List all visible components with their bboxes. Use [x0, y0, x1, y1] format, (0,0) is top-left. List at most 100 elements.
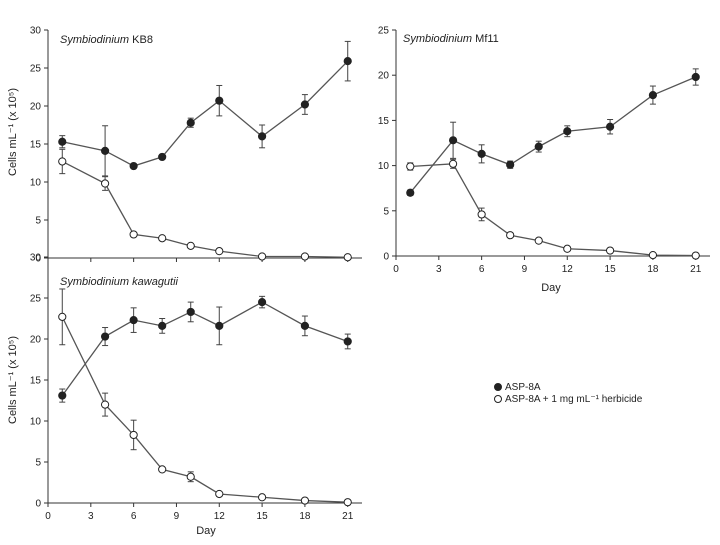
data-point-asp8a-mf11 — [406, 188, 415, 197]
legend-label-asp8a: ASP-8A — [505, 382, 541, 393]
data-point-asp8a-kb8 — [158, 152, 167, 162]
data-point-asp8a-mf11 — [563, 127, 572, 136]
data-point-asp8a-mf11 — [648, 90, 658, 100]
data-point-asp8a-mf11 — [691, 72, 700, 82]
series-line-herbicide-mf11 — [410, 163, 696, 257]
data-point-herbicide-mf11 — [506, 231, 515, 240]
data-point-herbicide-kawagutii — [343, 498, 352, 507]
data-point-asp8a-kb8 — [129, 161, 138, 171]
y-tick-label-mf11: 25 — [378, 26, 390, 37]
data-point-asp8a-kawagutii — [158, 321, 167, 330]
x-axis-label-mf11: Day — [541, 282, 561, 294]
data-point-herbicide-mf11 — [691, 251, 700, 260]
legend-label-herbicide: ASP-8A + 1 mg mL⁻¹ herbicide — [505, 394, 643, 405]
data-point-asp8a-kb8 — [343, 57, 352, 66]
data-point-asp8a-kb8 — [300, 100, 310, 109]
y-axis-label-kb8: Cells mL⁻¹ (x 10⁵) — [7, 88, 19, 176]
data-point-asp8a-mf11 — [448, 136, 458, 145]
data-point-herbicide-kawagutii — [186, 472, 195, 481]
x-tick-label-mf11: 0 — [393, 264, 399, 275]
legend: ASP-8A ASP-8A + 1 mg mL⁻¹ herbicide — [494, 382, 643, 405]
x-tick-label-mf11: 15 — [605, 264, 617, 275]
y-tick-label-kb8: 25 — [30, 64, 42, 75]
data-point-herbicide-mf11 — [563, 244, 572, 253]
y-tick-label-mf11: 15 — [378, 116, 390, 127]
data-point-herbicide-kawagutii — [100, 400, 110, 409]
y-tick-label-kawagutii: 10 — [30, 417, 42, 428]
data-point-asp8a-kawagutii — [300, 321, 310, 330]
chart-panel-kawagutii: Symbiodinium kawagutii Cells mL⁻¹ (x 10⁵… — [7, 253, 362, 537]
chart-title-kawagutii: Symbiodinium kawagutii — [60, 276, 179, 288]
y-tick-label-kawagutii: 15 — [30, 376, 42, 387]
y-axis-label-kawagutii: Cells mL⁻¹ (x 10⁵) — [7, 336, 19, 424]
data-point-herbicide-kb8 — [215, 247, 224, 256]
y-tick-label-kb8: 15 — [30, 140, 42, 151]
data-point-herbicide-mf11 — [648, 250, 658, 260]
y-tick-label-mf11: 20 — [378, 71, 390, 82]
y-tick-label-kb8: 5 — [35, 216, 41, 227]
data-point-asp8a-kb8 — [58, 137, 67, 146]
data-point-asp8a-kb8 — [257, 132, 267, 141]
data-point-herbicide-kawagutii — [158, 465, 167, 474]
data-point-herbicide-kawagutii — [215, 489, 224, 499]
x-tick-label-kawagutii: 21 — [342, 511, 354, 522]
x-tick-label-mf11: 12 — [562, 264, 574, 275]
data-point-herbicide-kb8 — [58, 157, 67, 166]
x-tick-label-mf11: 21 — [690, 264, 702, 275]
data-point-herbicide-kb8 — [129, 230, 138, 239]
data-point-herbicide-kawagutii — [300, 496, 310, 505]
chart-title-mf11: Symbiodinium Mf11 — [403, 33, 499, 45]
chart-title-kb8: Symbiodinium KB8 — [60, 34, 153, 46]
x-tick-label-kawagutii: 12 — [214, 511, 226, 522]
data-point-asp8a-mf11 — [605, 122, 615, 131]
x-axis-label-kawagutii: Day — [196, 525, 216, 537]
x-tick-label-kawagutii: 18 — [299, 511, 311, 522]
x-tick-label-kawagutii: 6 — [131, 511, 137, 522]
y-tick-label-mf11: 10 — [378, 161, 390, 172]
data-point-asp8a-mf11 — [534, 142, 543, 151]
data-point-asp8a-kawagutii — [257, 298, 267, 307]
data-point-asp8a-mf11 — [477, 149, 486, 158]
y-tick-label-kb8: 0 — [35, 254, 41, 265]
y-tick-label-kawagutii: 0 — [35, 499, 41, 510]
legend-marker-asp8a — [494, 383, 502, 391]
x-tick-label-kawagutii: 3 — [88, 511, 94, 522]
data-point-asp8a-kb8 — [215, 96, 224, 105]
data-point-herbicide-kb8 — [257, 252, 267, 261]
x-tick-label-mf11: 9 — [522, 264, 528, 275]
data-point-asp8a-kawagutii — [58, 391, 67, 400]
data-point-herbicide-kawagutii — [129, 430, 138, 440]
data-point-herbicide-mf11 — [448, 159, 458, 168]
data-point-herbicide-kb8 — [186, 241, 195, 250]
data-point-herbicide-kb8 — [100, 179, 110, 188]
y-tick-label-kawagutii: 5 — [35, 458, 41, 469]
chart-panel-mf11: Symbiodinium Mf11 Day 0 5 10 15 20 25 0 3 6 9 12 15… — [378, 26, 710, 294]
y-tick-label-kb8: 30 — [30, 26, 42, 37]
data-point-herbicide-kb8 — [343, 253, 352, 262]
legend-marker-herbicide — [494, 395, 502, 403]
data-point-herbicide-kb8 — [300, 252, 310, 261]
x-tick-label-kawagutii: 0 — [45, 511, 51, 522]
y-tick-label-kb8: 10 — [30, 178, 42, 189]
data-point-herbicide-kawagutii — [58, 312, 67, 321]
data-point-herbicide-mf11 — [477, 210, 486, 219]
data-point-asp8a-kawagutii — [343, 337, 352, 346]
y-tick-label-mf11: 0 — [383, 252, 389, 263]
x-tick-label-kawagutii: 15 — [257, 511, 269, 522]
x-tick-label-mf11: 18 — [647, 264, 659, 275]
y-tick-label-mf11: 5 — [383, 206, 389, 217]
data-point-asp8a-mf11 — [506, 160, 515, 169]
data-point-herbicide-kawagutii — [257, 493, 267, 502]
data-point-herbicide-mf11 — [605, 246, 615, 255]
data-point-asp8a-kawagutii — [215, 321, 224, 330]
y-tick-label-kb8: 20 — [30, 102, 42, 113]
x-tick-label-kawagutii: 9 — [174, 511, 180, 522]
data-point-herbicide-mf11 — [534, 236, 543, 245]
data-point-herbicide-mf11 — [406, 162, 415, 171]
chart-panel-kb8: Symbiodinium KB8 Cells mL⁻¹ (x 10⁵) 0 5 10… — [7, 26, 362, 265]
data-point-herbicide-kb8 — [158, 234, 167, 243]
x-tick-label-mf11: 3 — [436, 264, 442, 275]
x-tick-label-mf11: 6 — [479, 264, 485, 275]
y-tick-label-kawagutii: 20 — [30, 335, 42, 346]
